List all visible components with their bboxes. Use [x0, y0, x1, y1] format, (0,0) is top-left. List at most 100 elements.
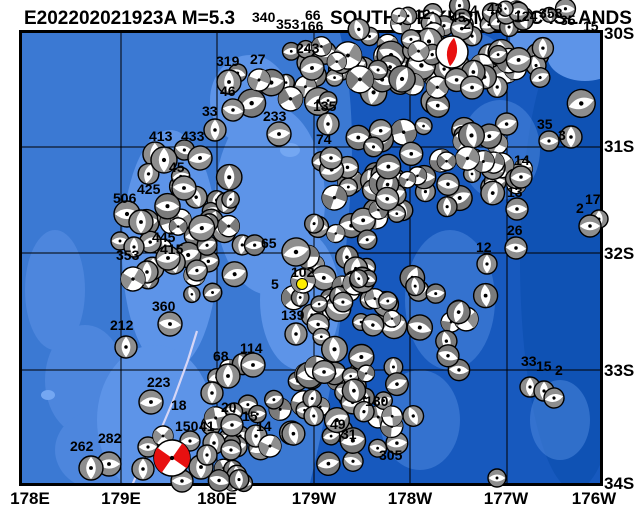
focal-mechanism: [385, 372, 409, 397]
depth-label: 413: [149, 128, 173, 144]
focal-mechanism: [221, 190, 240, 209]
focal-mechanism: [476, 253, 498, 275]
highlighted-red-mechanism: [435, 35, 469, 69]
focal-mechanism: [303, 213, 325, 234]
depth-label: 166: [300, 18, 324, 34]
depth-label: 20: [221, 399, 237, 415]
focal-mechanism: [321, 426, 341, 446]
focal-mechanism: [425, 283, 446, 304]
focal-mechanism: [326, 223, 346, 244]
depth-label: 18: [171, 397, 187, 413]
focal-mechanism: [188, 214, 216, 242]
lon-label-180e: 180E: [197, 489, 237, 508]
focal-mechanism: [299, 55, 325, 81]
depth-label: 66: [305, 7, 321, 23]
depth-label: 12: [476, 239, 492, 255]
depth-label: 49: [330, 416, 346, 432]
depth-label: 150: [175, 418, 199, 434]
depth-label: 27: [250, 51, 266, 67]
focal-mechanism: [543, 387, 565, 409]
depth-label: 4: [470, 2, 478, 18]
focal-mechanism: [316, 112, 340, 136]
focal-mechanism: [494, 112, 519, 136]
depth-label: 358: [539, 5, 563, 21]
depth-label: 43: [487, 0, 503, 16]
depth-label: 2: [555, 362, 563, 378]
focal-mechanism: [383, 357, 404, 377]
depth-label: 13: [507, 184, 523, 200]
focal-mechanism: [243, 234, 266, 257]
focal-mechanism: [436, 344, 460, 368]
depth-label: 12: [415, 6, 431, 22]
lon-label-177w: 177W: [484, 489, 529, 508]
depth-label: 35: [537, 116, 553, 132]
focal-mechanism: [220, 413, 244, 437]
focal-mechanism: [487, 468, 507, 488]
focal-mechanism: [183, 285, 201, 304]
focal-mechanism: [398, 170, 417, 189]
depth-label: 114: [240, 340, 263, 356]
focal-mechanism: [215, 163, 243, 191]
focal-mechanism: [302, 388, 323, 409]
depth-label: 46: [220, 83, 236, 99]
focal-mechanism: [425, 75, 449, 99]
focal-mechanism: [114, 335, 138, 359]
depth-label: 14: [256, 418, 272, 434]
depth-label: 35: [560, 12, 576, 28]
epicenter-marker: [296, 278, 308, 290]
focal-mechanism: [128, 209, 154, 235]
depth-label: 223: [147, 374, 171, 390]
depth-label: 180: [365, 393, 389, 409]
focal-mechanism: [303, 405, 325, 427]
focal-mechanism: [185, 259, 208, 282]
depth-label: 74: [316, 131, 332, 147]
focal-mechanism: [407, 40, 430, 63]
depth-label: 2: [463, 16, 471, 32]
depth-label: 17: [585, 191, 601, 207]
depth-label: 282: [98, 430, 122, 446]
focal-mechanism: [436, 172, 460, 196]
focal-mechanism: [402, 405, 425, 427]
depth-label: 26: [507, 222, 523, 238]
focal-mechanism: [311, 265, 337, 291]
depth-label: 68: [213, 348, 229, 364]
page-title-event: E202202021923A M=5.3: [24, 8, 235, 29]
focal-mechanism: [504, 236, 528, 260]
focal-mechanism: [480, 180, 506, 206]
focal-mechanism: [216, 69, 242, 95]
focal-mechanism: [363, 136, 384, 158]
depth-label: 433: [181, 128, 205, 144]
focal-mechanism: [319, 146, 343, 170]
depth-label: 5: [271, 276, 279, 292]
focal-mechanism: [138, 389, 164, 415]
focal-mechanism: [505, 197, 529, 221]
focal-mechanism: [137, 436, 159, 458]
depth-label: 45: [450, 9, 466, 25]
focal-mechanism: [320, 335, 349, 363]
focal-mechanism: [436, 196, 458, 218]
depth-label: 3: [558, 127, 566, 143]
focal-mechanism: [168, 217, 188, 236]
focal-mechanism: [332, 291, 354, 313]
focal-mechanism: [405, 276, 426, 297]
focal-mechanism: [196, 444, 218, 466]
focal-mechanism: [284, 322, 308, 346]
depth-label: 243: [296, 40, 320, 56]
depth-label: 319: [216, 53, 240, 69]
focal-mechanism: [221, 98, 245, 122]
focal-mechanism: [554, 0, 577, 20]
lon-label-179w: 179W: [292, 489, 337, 508]
focal-mechanism: [541, 6, 558, 23]
focal-mechanism: [347, 18, 371, 41]
depth-label: 15: [536, 358, 552, 374]
map-frame: [19, 30, 603, 486]
focal-mechanism: [472, 282, 499, 309]
depth-label: 124: [514, 8, 538, 24]
depth-label: 506: [113, 190, 137, 206]
focal-mechanism: [296, 39, 316, 59]
lat-label-33s: 33S: [604, 361, 634, 380]
focal-mechanism: [538, 130, 560, 152]
focal-mechanism: [342, 450, 364, 472]
focal-mechanism: [446, 300, 471, 325]
